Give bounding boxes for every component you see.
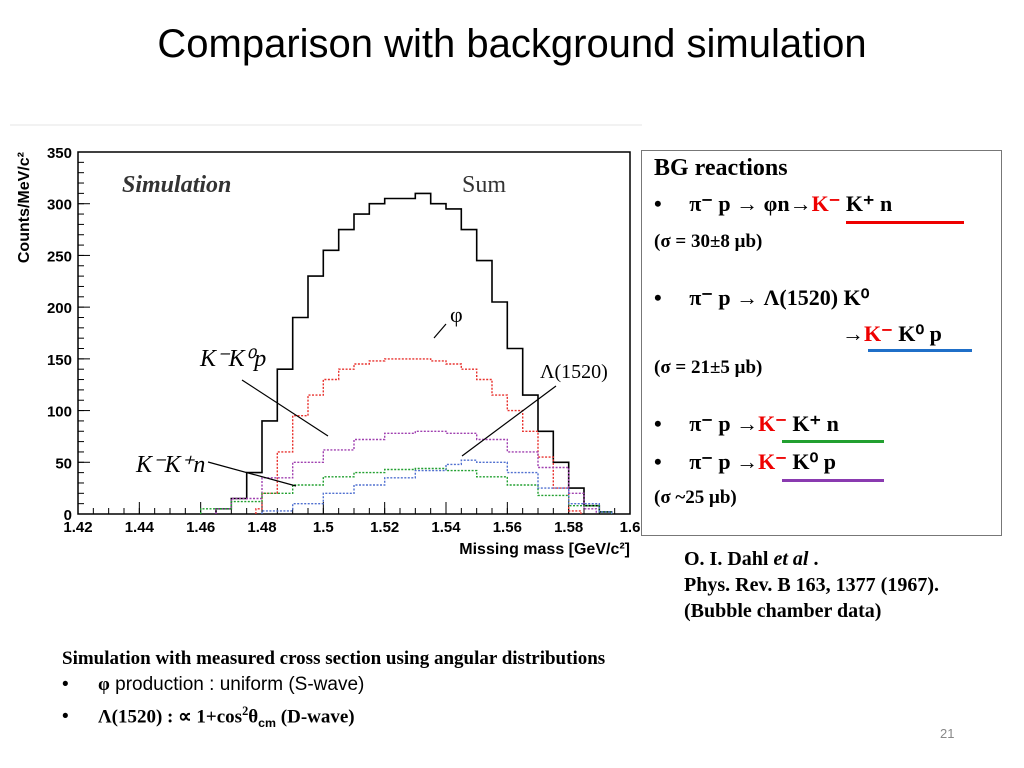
reaction-3-text: π⁻ p → <box>689 411 759 436</box>
bg-reactions-box: BG reactions • π⁻ p → φn→K⁻ K⁺ n (σ = 30… <box>641 150 1002 536</box>
kkn-label: K⁻K⁺n <box>135 452 205 478</box>
reaction-1-kminus: K⁻ <box>811 191 841 216</box>
reaction-3-rest: K⁺ n <box>786 411 839 436</box>
reference-line-3: (Bubble chamber data) <box>684 600 882 622</box>
reference-line-2: Phys. Rev. B 163, 1377 (1967). <box>684 574 939 596</box>
reaction-2-decay: →K⁻ K⁰ p <box>842 321 942 347</box>
kkp-arrow <box>241 379 329 437</box>
reaction-2: • π⁻ p → Λ(1520) K⁰ <box>654 285 869 311</box>
lambda-arrow <box>461 385 557 457</box>
reference: O. I. Dahl et al . Phys. Rev. B 163, 137… <box>684 546 939 624</box>
bullet: • <box>654 411 662 436</box>
reaction-3-kminus: K⁻ <box>758 411 787 436</box>
reaction-1-text: π⁻ p → φn→ <box>689 191 812 216</box>
kkp-label: K⁻K⁰p <box>199 346 266 372</box>
phi-symbol: φ <box>98 674 110 695</box>
bottom-bullet-2-sub: cm <box>258 716 277 731</box>
bottom-notes: Simulation with measured cross section u… <box>62 646 605 736</box>
x-axis-label: Missing mass [GeV/c²] <box>459 541 630 558</box>
reference-author: O. I. Dahl <box>684 548 774 570</box>
x-tick-label: 1.44 <box>125 519 155 536</box>
reaction-4-rest: K⁰ p <box>786 449 837 474</box>
simulation-label: Simulation <box>122 172 231 198</box>
reaction-4-text: π⁻ p → <box>689 449 759 474</box>
reference-line-1: O. I. Dahl et al . <box>684 546 939 572</box>
bottom-bullet-1: • φ production : uniform (S-wave) <box>62 672 605 698</box>
reaction-1-underline <box>846 221 964 224</box>
reaction-2-kminus: K⁻ <box>864 321 893 346</box>
series-line-0 <box>215 192 613 514</box>
reaction-2-text: π⁻ p → Λ(1520) K⁰ <box>689 285 870 310</box>
reaction-1: • π⁻ p → φn→K⁻ K⁺ n <box>654 191 892 217</box>
x-tick-label: 1.42 <box>63 519 92 536</box>
y-tick-label: 150 <box>47 352 72 369</box>
reaction-2-underline <box>868 349 972 352</box>
bullet: • <box>62 706 69 728</box>
reaction-4-underline <box>782 479 884 482</box>
bullet: • <box>62 674 69 695</box>
reaction-4-kminus: K⁻ <box>758 449 787 474</box>
y-tick-label: 350 <box>47 145 72 162</box>
x-tick-label: 1.5 <box>313 519 334 536</box>
x-tick-label: 1.58 <box>554 519 583 536</box>
reaction-1-sigma: (σ = 30±8 μb) <box>654 231 763 252</box>
y-tick-label: 50 <box>55 455 72 472</box>
series-line-1 <box>255 358 582 514</box>
phi-label: φ <box>450 302 463 327</box>
bullet: • <box>654 191 662 216</box>
x-tick-label: 1.56 <box>493 519 522 536</box>
y-tick-label: 200 <box>47 300 72 317</box>
reference-etal: et al <box>773 548 809 570</box>
sum-label: Sum <box>462 172 506 198</box>
x-tick-label: 1.48 <box>247 519 276 536</box>
page-number: 21 <box>940 726 955 741</box>
series-line-2 <box>215 430 597 514</box>
x-tick-label: 1.46 <box>186 519 215 536</box>
bullet: • <box>654 285 662 310</box>
bottom-bullet-1-text: production : uniform (S-wave) <box>109 674 365 695</box>
y-tick-label: 300 <box>47 197 72 214</box>
lambda-label: Λ(1520) <box>540 361 608 383</box>
reaction-3-underline <box>782 440 884 443</box>
kkn-arrow <box>207 461 297 487</box>
reaction-34-sigma: (σ ~25 μb) <box>654 487 737 508</box>
reaction-4: • π⁻ p →K⁻ K⁰ p <box>654 449 836 475</box>
bottom-bullet-2-end: (D-wave) <box>276 706 355 728</box>
bottom-bullet-2: • Λ(1520) : ∝ 1+cos2θcm (D-wave) <box>62 698 605 736</box>
bg-reactions-heading: BG reactions <box>654 155 788 181</box>
y-tick-label: 100 <box>47 404 72 421</box>
simulation-plot: 0 50 100 150 200 250 300 350 1.42 1.44 1.46 1.48 1.5… <box>10 124 642 564</box>
reaction-1-rest: K⁺ n <box>840 191 893 216</box>
bottom-bullet-2-sup: 2 <box>242 704 249 718</box>
phi-arrow <box>433 323 447 339</box>
x-tick-label: 1.54 <box>431 519 461 536</box>
bottom-heading: Simulation with measured cross section u… <box>62 648 606 669</box>
bullet: • <box>654 449 662 474</box>
bottom-bullet-2-start: Λ(1520) : ∝ 1+cos <box>98 706 243 728</box>
series-line-4 <box>261 459 613 514</box>
x-tick-label: 1.52 <box>370 519 399 536</box>
reference-end: . <box>808 548 819 570</box>
x-tick-label: 1.6 <box>620 519 641 536</box>
bottom-bullet-2-theta: θ <box>248 706 259 728</box>
reaction-2-rest: K⁰ p <box>892 321 942 346</box>
reaction-2-sigma: (σ = 21±5 μb) <box>654 357 763 378</box>
y-tick-label: 0 <box>64 507 72 524</box>
y-axis-label: Counts/MeV/c² <box>16 152 33 263</box>
reaction-3: • π⁻ p →K⁻ K⁺ n <box>654 411 839 437</box>
reaction-2-arrow: → <box>842 321 864 346</box>
y-tick-label: 250 <box>47 248 72 265</box>
slide-title: Comparison with background simulation <box>157 22 867 66</box>
